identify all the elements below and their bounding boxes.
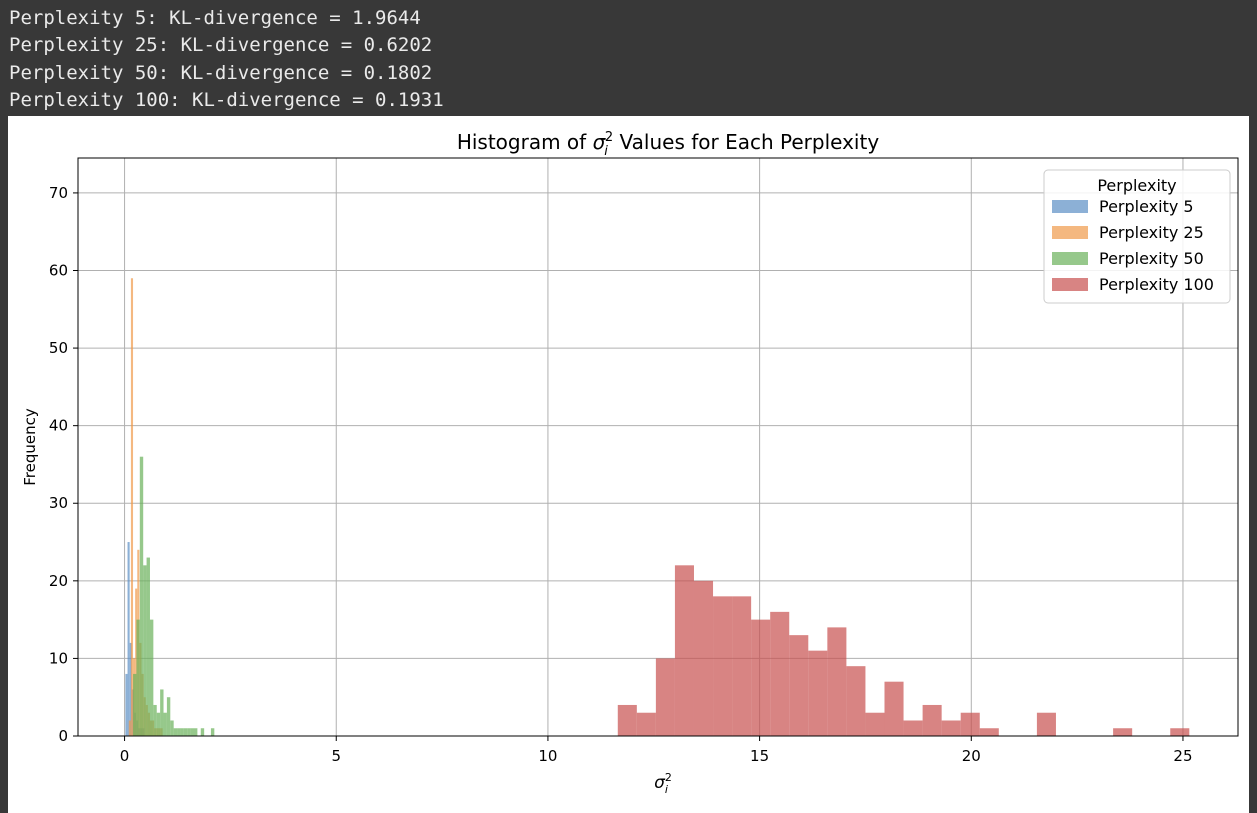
histogram-bar — [903, 720, 923, 736]
x-tick-label: 20 — [962, 747, 981, 765]
histogram-bar — [127, 542, 130, 736]
histogram-bar — [674, 565, 694, 736]
histogram-bar — [146, 557, 150, 736]
console-line: Perplexity 5: KL-divergence = 1.9644 — [9, 7, 421, 29]
histogram-bar — [200, 728, 205, 736]
y-tick-label: 40 — [49, 417, 68, 435]
histogram-bar — [128, 720, 131, 736]
histogram-bar — [125, 673, 128, 736]
series-bars — [617, 565, 1190, 736]
histogram-bar — [163, 712, 167, 736]
series-bars — [133, 456, 215, 736]
histogram-bar — [1170, 728, 1190, 736]
histogram-bar — [177, 728, 181, 736]
y-tick-label: 30 — [49, 494, 68, 512]
histogram-bar — [1113, 728, 1133, 736]
y-tick-label: 10 — [49, 649, 68, 667]
x-tick-label: 5 — [331, 747, 341, 765]
legend-swatch — [1052, 226, 1088, 239]
console-line: Perplexity 25: KL-divergence = 0.6202 — [9, 34, 433, 56]
histogram-bar — [129, 642, 132, 736]
console-line: Perplexity 50: KL-divergence = 0.1802 — [9, 62, 433, 84]
histogram-bar — [770, 611, 790, 736]
histogram-bar — [153, 704, 157, 736]
legend-title: Perplexity — [1097, 176, 1176, 195]
y-tick-label: 20 — [49, 572, 68, 590]
y-tick-label: 50 — [49, 339, 68, 357]
legend-swatch — [1052, 278, 1088, 291]
histogram-bar — [156, 712, 161, 736]
console-line: Perplexity 100: KL-divergence = 0.1931 — [9, 89, 444, 111]
histogram-bar — [713, 596, 733, 736]
legend-label: Perplexity 5 — [1099, 197, 1194, 216]
legend-box — [1043, 169, 1231, 304]
bars — [125, 278, 1190, 736]
histogram-bar — [617, 704, 637, 736]
x-tick-label: 10 — [538, 747, 557, 765]
histogram-figure: 0 5 10 15 20 25 0 10 20 30 40 50 60 70 Histogram of σi… — [8, 116, 1249, 813]
legend-swatch — [1052, 200, 1088, 213]
axes: 0 5 10 15 20 25 0 10 20 30 40 50 60 70 Histogram of σi… — [21, 130, 1239, 796]
histogram-bar — [136, 619, 140, 736]
histogram-bar — [655, 658, 675, 736]
histogram-bar — [789, 635, 809, 736]
histogram-bar — [160, 689, 164, 736]
legend-label: Perplexity 50 — [1099, 249, 1204, 268]
x-tick-label: 0 — [120, 747, 130, 765]
histogram-bar — [884, 681, 904, 736]
y-tick-label: 0 — [58, 727, 68, 745]
x-tick-label: 25 — [1173, 747, 1192, 765]
legend: Perplexity Perplexity 5 Perplexity 25 Perpl… — [1043, 169, 1231, 304]
histogram-bar — [922, 704, 942, 736]
histogram-bar — [979, 728, 999, 736]
x-axis-label: σi2 — [654, 771, 672, 796]
histogram-bar — [732, 596, 752, 736]
histogram-bar — [636, 712, 656, 736]
histogram-bar — [187, 728, 191, 736]
histogram-bar — [133, 673, 137, 736]
histogram-bar — [846, 666, 866, 736]
histogram-bar — [827, 627, 847, 736]
histogram-bar — [194, 728, 198, 736]
histogram-bar — [210, 728, 215, 736]
histogram-bar — [693, 580, 714, 736]
legend-swatch — [1052, 252, 1088, 265]
legend-label: Perplexity 25 — [1099, 223, 1204, 242]
histogram-bar — [941, 720, 961, 736]
x-tick-label: 15 — [750, 747, 769, 765]
histogram-bar — [170, 720, 174, 736]
plot-frame — [77, 157, 1239, 737]
histogram-bar — [180, 728, 184, 736]
histogram-bar — [1036, 712, 1056, 736]
histogram-bar — [135, 588, 138, 736]
histogram-chart: 0 5 10 15 20 25 0 10 20 30 40 50 60 70 Histogram of σi… — [21, 130, 1239, 796]
histogram-bar — [139, 456, 144, 736]
y-axis-label: Frequency — [21, 408, 39, 486]
legend-label: Perplexity 100 — [1099, 275, 1214, 294]
y-tick-label: 60 — [49, 261, 68, 279]
histogram-bar — [130, 278, 134, 736]
histogram-bar — [865, 712, 885, 736]
histogram-bar — [143, 565, 147, 736]
histogram-bar — [166, 697, 171, 736]
chart-title: Histogram of σi2 Values for Each Perplex… — [457, 130, 879, 159]
histogram-bar — [808, 650, 828, 736]
histogram-bar — [960, 712, 980, 736]
histogram-bar — [190, 728, 194, 736]
histogram-bar — [183, 728, 188, 736]
y-tick-label: 70 — [49, 184, 68, 202]
histogram-bar — [751, 619, 771, 736]
histogram-bar — [173, 728, 178, 736]
histogram-bar — [149, 619, 154, 736]
console-output: Perplexity 5: KL-divergence = 1.9644 Per… — [0, 0, 1257, 116]
